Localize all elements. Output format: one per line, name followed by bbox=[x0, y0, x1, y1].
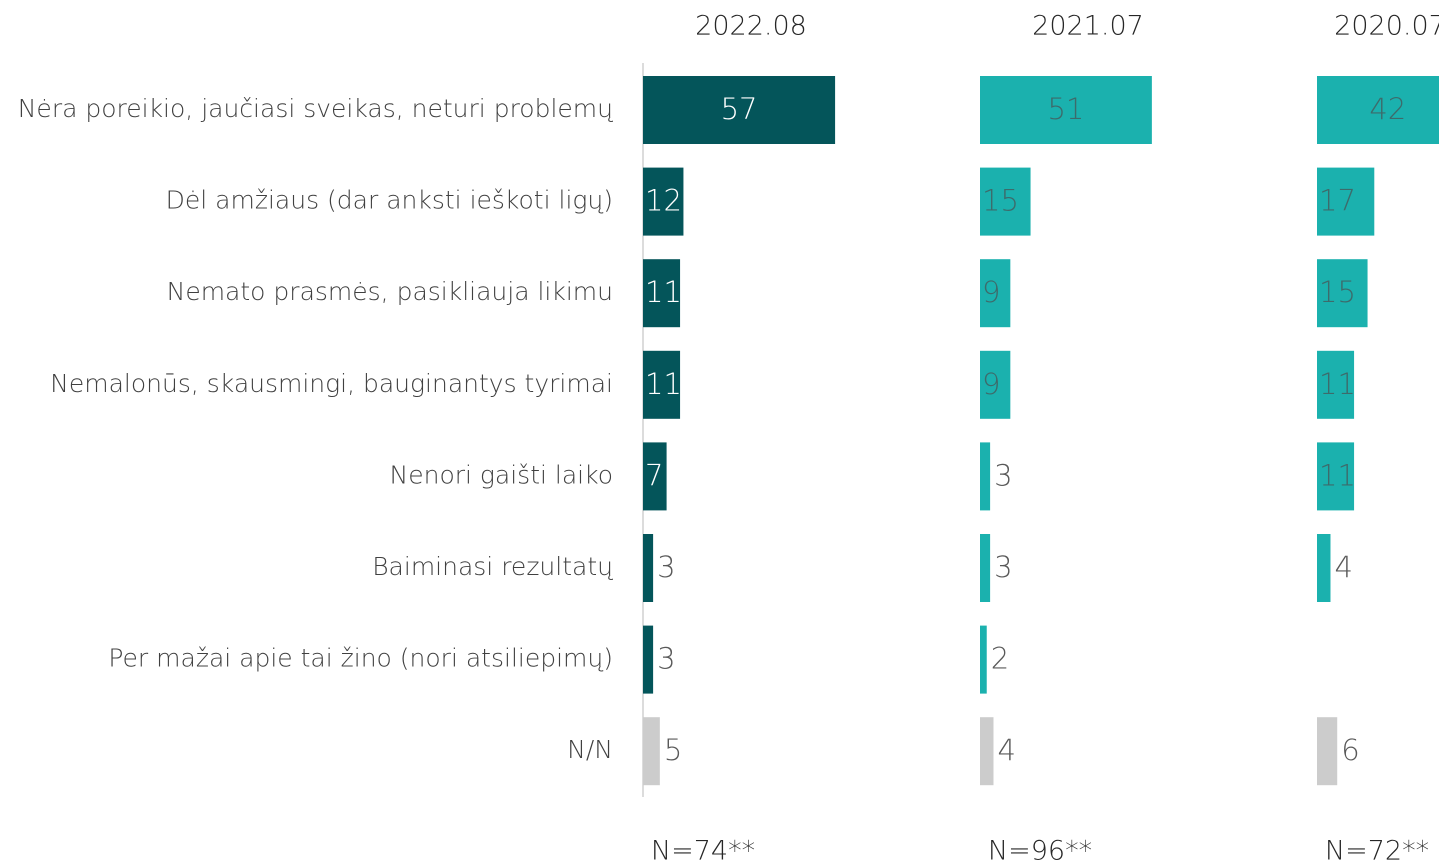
bar bbox=[643, 534, 654, 602]
value-label: 42 bbox=[1369, 92, 1406, 126]
bar bbox=[1317, 717, 1338, 786]
value-label: 4 bbox=[1334, 550, 1352, 584]
bar bbox=[980, 717, 994, 786]
bar bbox=[980, 76, 1152, 144]
bar bbox=[643, 259, 681, 328]
category-label: N/N bbox=[567, 735, 613, 764]
category-label: Nemato prasmės, pasikliauja likimu bbox=[167, 277, 613, 306]
bar bbox=[980, 534, 991, 602]
value-label: 11 bbox=[1319, 367, 1356, 401]
bar bbox=[980, 167, 1031, 236]
bar bbox=[980, 259, 1011, 328]
value-label: 15 bbox=[1319, 275, 1356, 309]
value-label: 4 bbox=[997, 733, 1015, 767]
bar bbox=[1317, 76, 1439, 144]
value-label: 6 bbox=[1341, 733, 1359, 767]
category-label: Dėl amžiaus (dar anksti ieškoti ligų) bbox=[166, 186, 613, 215]
bar bbox=[643, 442, 667, 511]
bar bbox=[643, 76, 836, 144]
bar bbox=[980, 350, 1011, 419]
value-label: 12 bbox=[645, 184, 682, 218]
value-label: 3 bbox=[657, 642, 675, 676]
bar bbox=[1317, 534, 1331, 602]
bar bbox=[643, 717, 660, 786]
value-label: 57 bbox=[721, 92, 758, 126]
panel-title: 2021.07 bbox=[1032, 11, 1144, 42]
value-label: 11 bbox=[645, 275, 682, 309]
category-label: Baiminasi rezultatų bbox=[372, 552, 613, 581]
category-label: Nenori gaišti laiko bbox=[390, 460, 613, 489]
value-label: 15 bbox=[982, 184, 1019, 218]
bar bbox=[1317, 442, 1355, 511]
value-label: 17 bbox=[1319, 184, 1356, 218]
value-label: 2 bbox=[991, 642, 1009, 676]
value-label: 7 bbox=[645, 458, 663, 492]
value-label: 9 bbox=[982, 367, 1000, 401]
panel-title: 2022.08 bbox=[695, 11, 807, 42]
bar bbox=[980, 625, 987, 694]
category-label: Nėra poreikio, jaučiasi sveikas, neturi … bbox=[18, 94, 613, 123]
value-label: 5 bbox=[664, 733, 682, 767]
panel-title: 2020.07 bbox=[1334, 11, 1439, 42]
category-label: Per mažai apie tai žino (nori atsiliepim… bbox=[108, 644, 613, 673]
sample-size: N=72** bbox=[1325, 836, 1429, 866]
bar bbox=[643, 350, 681, 419]
bar bbox=[1317, 259, 1368, 328]
sample-size: N=96** bbox=[988, 836, 1092, 866]
value-label: 3 bbox=[994, 458, 1012, 492]
value-label: 11 bbox=[1319, 458, 1356, 492]
value-label: 11 bbox=[645, 367, 682, 401]
value-label: 3 bbox=[994, 550, 1012, 584]
bar bbox=[1317, 167, 1375, 236]
bar bbox=[1317, 350, 1355, 419]
value-label: 9 bbox=[982, 275, 1000, 309]
bar bbox=[643, 625, 654, 694]
bar bbox=[980, 442, 991, 511]
bar bbox=[643, 167, 684, 236]
sample-size: N=74** bbox=[651, 836, 755, 866]
value-label: 3 bbox=[657, 550, 675, 584]
value-label: 51 bbox=[1047, 92, 1084, 126]
category-label: Nemalonūs, skausmingi, bauginantys tyrim… bbox=[50, 369, 613, 398]
